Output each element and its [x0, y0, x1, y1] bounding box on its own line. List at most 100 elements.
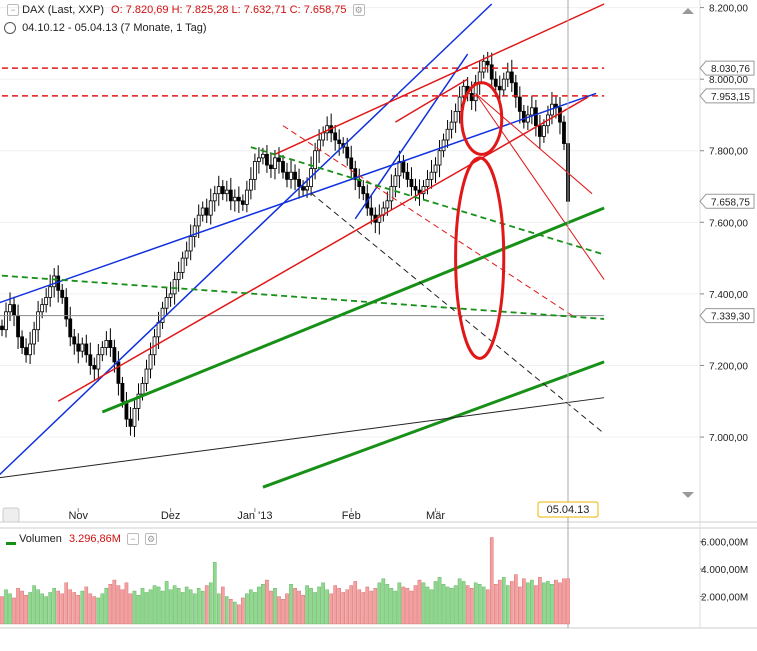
candle [429, 160, 434, 189]
volume-bar [510, 581, 514, 625]
volume-bar [489, 537, 494, 625]
price-tag: 7.953,15 [699, 88, 755, 104]
candle [397, 150, 402, 188]
volume-bar [224, 596, 229, 625]
volume-bar [56, 590, 60, 625]
volume-bar [530, 579, 534, 625]
candle [4, 302, 8, 338]
candle [361, 180, 366, 201]
volume-bar [417, 579, 422, 625]
volume-bar [172, 585, 177, 625]
volume-settings-icon[interactable]: ⚙ [145, 533, 158, 546]
candle [200, 201, 205, 222]
pan-handle-icon[interactable] [2, 507, 20, 523]
x-tick-label: Jan '13 [237, 510, 272, 522]
candle [188, 224, 193, 261]
volume-bar [361, 592, 366, 625]
candle [513, 74, 518, 108]
volume-bar [325, 589, 329, 625]
candle [192, 218, 197, 248]
candle [248, 167, 253, 200]
volume-bar [550, 583, 554, 625]
volume-bar [425, 586, 430, 625]
candle [72, 328, 77, 355]
y-tick-label: 7.400,00 [709, 290, 748, 301]
candle [257, 147, 261, 174]
candle [20, 330, 24, 355]
date-range-row: 04.10.12 - 05.04.13 (7 Monate, 1 Tag) [4, 22, 207, 35]
vol-tick-label: 2.000,00M [701, 593, 748, 604]
volume-bar [160, 590, 165, 625]
volume-bar [64, 582, 69, 625]
volume-bar [369, 590, 374, 625]
volume-bar [501, 577, 506, 625]
settings-icon[interactable]: ⚙ [352, 4, 365, 17]
candle [433, 157, 438, 183]
volume-bar [365, 586, 370, 625]
price-tag-label: 7.339,30 [711, 312, 750, 323]
candle [100, 341, 105, 362]
volume-bar [481, 586, 486, 625]
clock-icon [4, 22, 16, 35]
volume-bar [313, 592, 317, 625]
vol-tick-label: 4.000,00M [701, 565, 748, 576]
scroll-down-icon[interactable] [682, 492, 694, 498]
high-value: H: 7.825,28 [171, 4, 229, 16]
candle [224, 180, 229, 202]
trend-line [354, 53, 469, 220]
candle [425, 170, 430, 195]
volume-bar [245, 593, 249, 625]
volume-bar [104, 588, 109, 625]
volume-bar [449, 588, 454, 625]
volume-bar [401, 586, 406, 625]
candle [168, 281, 173, 307]
collapse-icon[interactable]: − [7, 4, 19, 17]
volume-bar [554, 579, 558, 625]
volume-bar [522, 578, 526, 625]
volume-bar [241, 597, 245, 625]
volume-bar [12, 597, 16, 625]
volume-bar [148, 589, 153, 625]
volume-bar [237, 604, 241, 625]
x-tick-label: Dez [161, 510, 181, 522]
candle [457, 86, 462, 124]
volume-bar [485, 589, 490, 625]
x-tick-label: Feb [342, 510, 361, 522]
candle [216, 175, 221, 206]
volume-bar [538, 577, 542, 625]
volume-bar [562, 578, 566, 625]
volume-bar [156, 586, 161, 625]
volume-bar [477, 583, 482, 625]
volume-bar [429, 589, 434, 625]
volume-bar [112, 579, 117, 625]
volume-bar [108, 583, 113, 625]
vol-tick-label: 6.000,00M [701, 538, 748, 549]
volume-header: Volumen 3.296,86M − ⚙ [6, 533, 158, 546]
trend-line [101, 206, 605, 414]
volume-collapse-icon[interactable]: − [126, 533, 139, 546]
candle [558, 97, 562, 135]
volume-bar [208, 582, 213, 625]
volume-bar [558, 582, 562, 625]
candle [44, 288, 49, 313]
candle [96, 344, 101, 382]
volume-bar [188, 589, 193, 625]
volume-bar [4, 589, 8, 625]
candle [509, 59, 514, 93]
volume-bar [140, 588, 145, 625]
candle [240, 194, 245, 211]
volume-bar [196, 588, 201, 625]
volume-bar [473, 582, 478, 625]
volume-bar [445, 586, 450, 625]
candle [389, 174, 394, 211]
candle [108, 328, 113, 357]
candle [128, 406, 133, 436]
volume-bar [216, 593, 221, 625]
candle [293, 164, 297, 191]
highlight-ellipse [460, 81, 504, 156]
scroll-up-icon[interactable] [682, 8, 694, 14]
volume-bar [233, 601, 237, 625]
candle [529, 95, 534, 125]
volume-bar [293, 588, 297, 625]
